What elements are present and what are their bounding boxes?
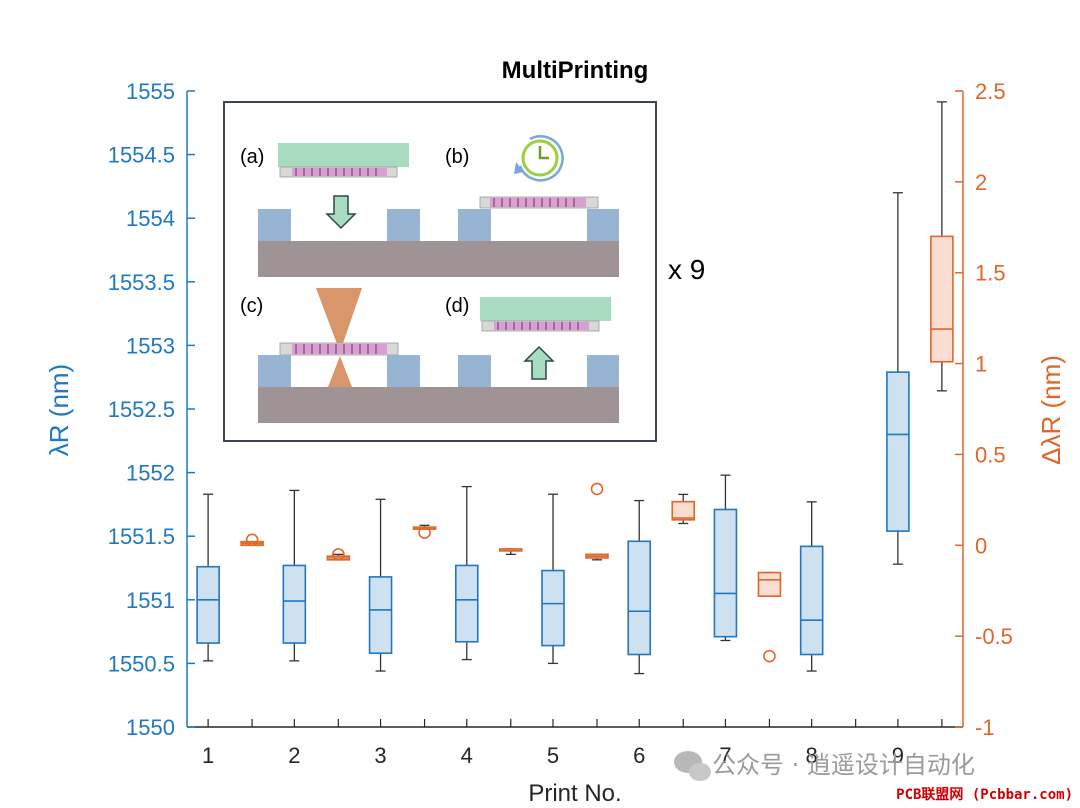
left-tick-label: 1552 <box>126 461 175 486</box>
outlier-point <box>332 548 345 561</box>
inset-label-d: (d) <box>445 295 469 317</box>
right-axis-ticks: -1 -0.5 0 0.5 1 1.5 2 2.5 <box>955 79 1013 740</box>
left-tick-label: 1550.5 <box>108 651 175 676</box>
box-body <box>368 576 393 655</box>
right-series-boxes <box>240 101 954 663</box>
watermark-text: 公众号 · 逍遥设计自动化 <box>712 751 975 779</box>
x-axis-ticks: 1 2 3 4 5 6 7 8 9 <box>202 719 943 768</box>
outlier-point <box>590 482 604 496</box>
box-4 <box>498 548 523 556</box>
right-tick-label: -1 <box>975 715 995 740</box>
right-tick-label: 1 <box>975 352 987 377</box>
left-tick-label: 1553 <box>126 333 175 358</box>
y-axis-label-right: ΔλR (nm) <box>1036 355 1066 465</box>
inset-schematic: (a) (b) (c) (d) <box>223 101 705 442</box>
right-tick-label: 2 <box>975 170 987 195</box>
x-tick-label: 8 <box>806 743 818 768</box>
laser-cone-icon <box>316 288 362 352</box>
x-tick-label: 7 <box>719 743 731 768</box>
outlier-point <box>418 526 431 539</box>
box-body <box>757 571 782 597</box>
clock-icon <box>514 135 564 182</box>
left-tick-label: 1552.5 <box>108 397 175 422</box>
left-tick-label: 1555 <box>126 79 175 104</box>
left-series-boxes <box>196 192 910 675</box>
box-9 <box>930 101 954 392</box>
box-4 <box>454 485 479 661</box>
outlier-point <box>245 533 259 547</box>
up-arrow-icon <box>523 345 555 380</box>
box-8 <box>799 501 824 672</box>
box-body <box>196 565 220 644</box>
x-axis-label: Print No. <box>528 780 621 807</box>
down-arrow-icon <box>325 195 357 230</box>
box-body <box>799 545 824 656</box>
box-2 <box>326 553 351 561</box>
x-tick-label: 9 <box>892 743 904 768</box>
box-6 <box>671 493 696 525</box>
left-axis-ticks: 1550 1550.5 1551 1551.5 1552 1552.5 1553 1553.5… <box>108 79 195 740</box>
box-body <box>454 564 479 643</box>
watermark: 公众号 · 逍遥设计自动化 PCB联盟网 (Pcbbar.com) <box>674 751 1078 806</box>
box-5 <box>541 493 565 665</box>
x-tick-label: 3 <box>374 743 386 768</box>
y-axis-label-left: λR (nm) <box>44 364 74 456</box>
left-tick-label: 1551 <box>126 588 175 613</box>
x-tick-label: 4 <box>461 743 473 768</box>
box-body <box>930 235 954 363</box>
x-tick-label: 5 <box>547 743 559 768</box>
box-1 <box>196 493 220 662</box>
right-tick-label: -0.5 <box>975 624 1013 649</box>
box-2 <box>282 489 307 662</box>
box-body <box>541 569 565 647</box>
wechat-icon <box>674 751 711 781</box>
box-body <box>282 564 307 644</box>
watermark-site: PCB联盟网 (Pcbbar.com) <box>896 787 1073 803</box>
box-body <box>671 500 696 521</box>
left-tick-label: 1554 <box>126 206 175 231</box>
box-body <box>713 508 738 638</box>
stamp-d <box>480 297 611 321</box>
left-tick-label: 1553.5 <box>108 270 175 295</box>
substrate-top <box>258 241 619 277</box>
right-tick-label: 0 <box>975 533 987 558</box>
box-9 <box>886 192 910 565</box>
repeat-label: x 9 <box>668 254 705 285</box>
x-tick-label: 1 <box>202 743 214 768</box>
stamp-a <box>278 143 409 167</box>
inset-label-b: (b) <box>445 146 469 168</box>
box-7 <box>757 571 782 597</box>
left-tick-label: 1551.5 <box>108 524 175 549</box>
right-tick-label: 0.5 <box>975 442 1006 467</box>
box-6 <box>627 499 652 675</box>
box-5 <box>585 553 609 561</box>
left-tick-label: 1550 <box>126 715 175 740</box>
left-tick-label: 1554.5 <box>108 143 175 168</box>
substrate-bottom <box>258 387 619 423</box>
x-tick-label: 6 <box>633 743 645 768</box>
right-tick-label: 2.5 <box>975 79 1006 104</box>
box-body <box>627 540 652 656</box>
inset-label-a: (a) <box>240 146 264 168</box>
chart-title: MultiPrinting <box>502 57 649 84</box>
x-tick-label: 2 <box>288 743 300 768</box>
box-3 <box>368 498 393 672</box>
right-tick-label: 1.5 <box>975 261 1006 286</box>
box-body <box>886 371 910 532</box>
outlier-point <box>763 649 776 663</box>
inset-label-c: (c) <box>240 295 263 317</box>
box-7 <box>713 474 738 642</box>
